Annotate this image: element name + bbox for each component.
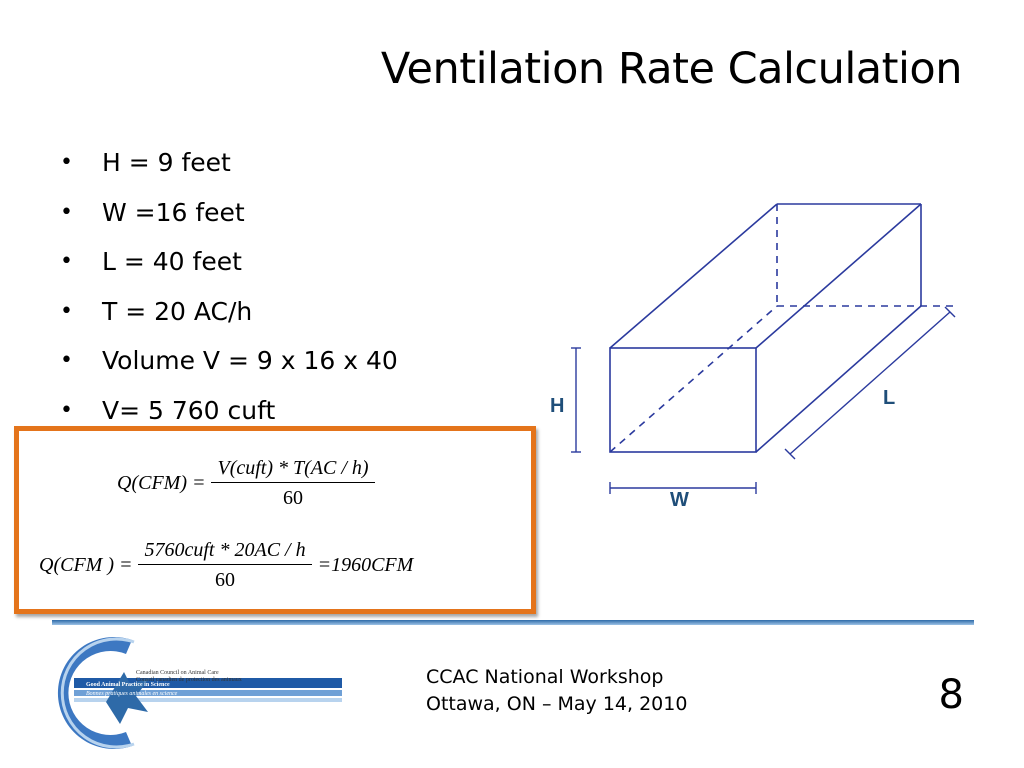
box-front-face <box>609 347 757 453</box>
bullet-marker: • <box>60 249 73 275</box>
bullet-marker: • <box>60 199 73 225</box>
logo-tagline-fr: Bonnes pratiques animales en science <box>86 691 178 697</box>
formula-general: Q(CFM) = V(cuft) * T(AC / h) 60 <box>117 457 381 510</box>
bullet-marker: • <box>60 298 73 324</box>
formula-lhs: Q(CFM) = <box>117 472 206 494</box>
page-number: 8 <box>938 672 964 718</box>
logo-ring-icon <box>57 637 132 749</box>
formula-result: =1960CFM <box>317 554 414 576</box>
formula-denominator: 60 <box>215 569 236 591</box>
footer-text: CCAC National Workshop Ottawa, ON – May … <box>426 664 687 718</box>
formula-box: Q(CFM) = V(cuft) * T(AC / h) 60 Q(CFM ) … <box>14 426 536 614</box>
bullet-item: • L = 40 feet <box>60 237 398 287</box>
bullet-text: V= 5 760 cuft <box>102 395 276 425</box>
height-label: H <box>550 395 564 417</box>
logo-text-en: Canadian Council on Animal Care <box>136 670 219 676</box>
logo-text-fr: Conseil canadien de protection des anima… <box>136 677 242 683</box>
formula-denominator: 60 <box>283 487 304 509</box>
box-diagram: H W L <box>550 203 958 511</box>
bullet-item: • H = 9 feet <box>60 138 398 188</box>
bullet-text: T = 20 AC/h <box>102 296 253 326</box>
bullet-list: • H = 9 feet • W =16 feet • L = 40 feet • T … <box>60 138 398 435</box>
formula-numerator: 5760cuft * 20AC / h <box>138 539 312 565</box>
formula-computed: Q(CFM ) = 5760cuft * 20AC / h 60 =1960CF… <box>39 539 413 592</box>
bullet-item: • Volume V = 9 x 16 x 40 <box>60 336 398 386</box>
bullet-item: • W =16 feet <box>60 188 398 238</box>
bullet-marker: • <box>60 150 73 176</box>
hidden-edge <box>609 305 778 453</box>
bullet-text: W =16 feet <box>102 197 245 227</box>
formula-lhs: Q(CFM ) = <box>39 554 133 576</box>
bullet-item: • T = 20 AC/h <box>60 287 398 337</box>
bullet-text: Volume V = 9 x 16 x 40 <box>102 346 398 376</box>
bullet-text: H = 9 feet <box>102 148 231 178</box>
slide-title: Ventilation Rate Calculation <box>380 44 963 94</box>
maple-leaf-icon <box>106 672 150 724</box>
footer-divider <box>52 620 974 625</box>
bullet-marker: • <box>60 348 73 374</box>
formula-fraction: 5760cuft * 20AC / h 60 <box>138 539 312 592</box>
length-label: L <box>883 387 895 409</box>
formula-fraction: V(cuft) * T(AC / h) 60 <box>211 457 375 510</box>
width-label: W <box>670 489 689 511</box>
logo-band <box>74 678 342 688</box>
footer-event: CCAC National Workshop <box>426 666 664 688</box>
bullet-text: L = 40 feet <box>102 247 242 277</box>
bullet-marker: • <box>60 397 73 423</box>
bullet-item: • V= 5 760 cuft <box>60 386 398 436</box>
logo-tagline-en: Good Animal Practice in Science <box>86 682 170 688</box>
ccac-logo: Canadian Council on Animal Care Conseil … <box>57 637 342 749</box>
formula-numerator: V(cuft) * T(AC / h) <box>211 457 375 483</box>
length-dimension-line <box>789 311 951 455</box>
footer-location-date: Ottawa, ON – May 14, 2010 <box>426 693 688 715</box>
